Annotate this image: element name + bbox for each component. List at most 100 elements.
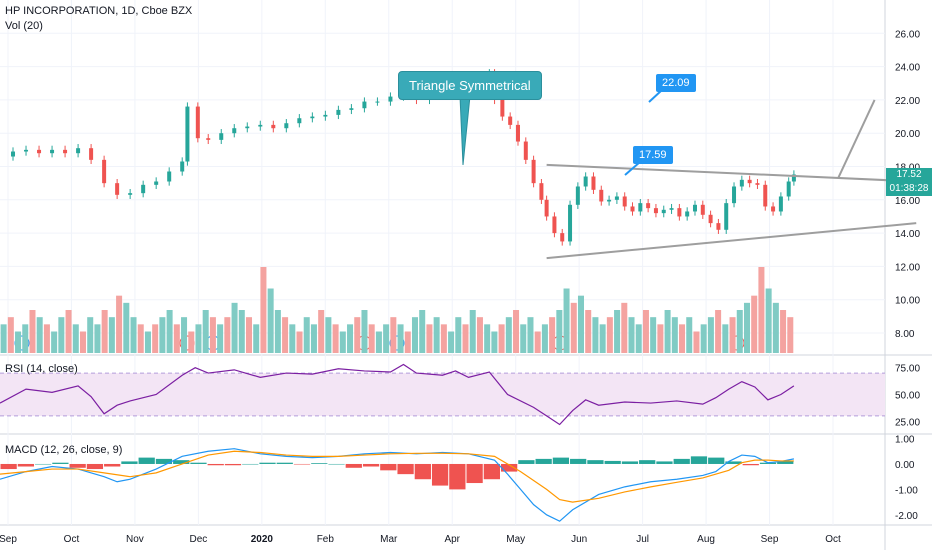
candle: [63, 149, 68, 154]
volume-bar: [397, 324, 404, 353]
price-tick-label: 20.00: [895, 129, 920, 140]
volume-bar: [657, 324, 664, 353]
volume-bar: [715, 310, 722, 353]
candle: [50, 149, 55, 154]
macd-histogram-bar: [777, 461, 794, 464]
target-label-2[interactable]: 22.09: [656, 74, 696, 92]
volume-bar: [202, 310, 209, 353]
volume-bar: [303, 317, 310, 353]
candle: [89, 148, 94, 160]
candle: [500, 99, 505, 117]
candle: [708, 214, 713, 224]
candle: [128, 193, 133, 195]
macd-histogram-bar: [69, 463, 86, 468]
volume-bar: [563, 288, 570, 353]
volume-bar: [58, 317, 65, 353]
price-axis[interactable]: 8.0010.0012.0014.0016.0018.0020.0022.002…: [895, 29, 920, 522]
candle: [724, 203, 729, 230]
time-tick-label: 2020: [251, 534, 274, 545]
volume-bar: [700, 324, 707, 353]
macd-histogram-bar: [259, 462, 276, 464]
macd-pane[interactable]: [0, 448, 795, 522]
candle: [622, 196, 627, 207]
candle: [195, 106, 200, 139]
volume-bar: [484, 324, 491, 353]
volume-bar: [549, 317, 556, 353]
candle: [732, 186, 737, 204]
time-tick-label: Feb: [317, 534, 335, 545]
macd-tick-label: 1.00: [895, 435, 915, 446]
macd-histogram-bar: [449, 463, 466, 490]
candle: [653, 208, 658, 214]
volume-bar: [144, 331, 151, 353]
time-tick-label: Apr: [444, 534, 460, 545]
volume-bar: [0, 324, 7, 353]
chart-title: HP INCORPORATION, 1D, Cboe BZX: [5, 5, 193, 17]
candle: [544, 199, 549, 217]
volume-bar: [635, 324, 642, 353]
macd-histogram-bar: [362, 463, 380, 467]
volume-bar: [404, 331, 411, 353]
macd-histogram-bar: [466, 463, 483, 484]
volume-bar: [664, 310, 671, 353]
volume-bar: [108, 317, 115, 353]
volume-bar: [274, 310, 281, 353]
volume-bar: [36, 317, 43, 353]
macd-histogram-bar: [138, 457, 155, 464]
candle: [575, 186, 580, 205]
volume-bar: [72, 324, 79, 353]
candle: [515, 124, 520, 142]
macd-histogram-bar: [207, 463, 224, 466]
rsi-pane[interactable]: [0, 363, 885, 426]
volume-bar: [231, 302, 238, 353]
candle: [568, 204, 573, 242]
macd-histogram-bar: [414, 463, 431, 480]
macd-tick-label: 0.00: [895, 460, 915, 471]
macd-histogram-bar: [35, 463, 52, 465]
volume-bar: [599, 324, 606, 353]
volume-bar: [765, 288, 772, 353]
triangle-pattern[interactable]: [459, 89, 917, 260]
volume-bar: [65, 310, 72, 353]
volume-bar: [87, 317, 94, 353]
volume-bar: [296, 331, 303, 353]
volume-bar: [556, 310, 563, 353]
upper-trendline: [546, 163, 917, 183]
volume-bar: [621, 302, 628, 353]
macd-histogram-bar: [86, 463, 104, 470]
volume-bar: [238, 310, 245, 353]
candle: [692, 204, 697, 212]
volume-bar: [491, 331, 498, 353]
rsi-line: [0, 363, 795, 426]
volume-bar: [159, 317, 166, 353]
volume-bar: [455, 317, 462, 353]
volume-bar: [736, 310, 743, 353]
time-axis[interactable]: Sep Oct Nov Dec 2020 Feb Mar Apr May Jun Jul Aug Sep…: [0, 534, 841, 545]
macd-tick-label: -2.00: [895, 511, 918, 522]
candle: [297, 118, 302, 124]
candle: [362, 101, 367, 109]
volume-legend: Vol (20): [5, 20, 43, 32]
volume-bar: [411, 317, 419, 353]
target-2-pointer: [648, 89, 663, 103]
volume-bar: [722, 324, 729, 353]
volume-bar: [260, 267, 267, 353]
macd-histogram-bar: [0, 463, 17, 470]
target-label-1[interactable]: 17.59: [633, 146, 673, 164]
pattern-callout[interactable]: Triangle Symmetrical: [398, 71, 542, 100]
rsi-tick-label: 75.00: [895, 364, 920, 375]
candle: [755, 183, 760, 185]
macd-histogram-bar: [104, 463, 121, 467]
volume-bar: [289, 324, 296, 353]
macd-tick-label: -1.00: [895, 485, 918, 496]
volume-pane[interactable]: [0, 267, 794, 353]
candle: [219, 133, 224, 140]
candle: [646, 203, 651, 209]
volume-bar: [679, 324, 686, 353]
macd-histogram-bar: [621, 461, 639, 464]
rsi-legend: RSI (14, close): [5, 363, 78, 375]
macd-histogram-bar: [224, 463, 242, 466]
volume-bar: [787, 317, 794, 353]
candle: [539, 183, 544, 200]
